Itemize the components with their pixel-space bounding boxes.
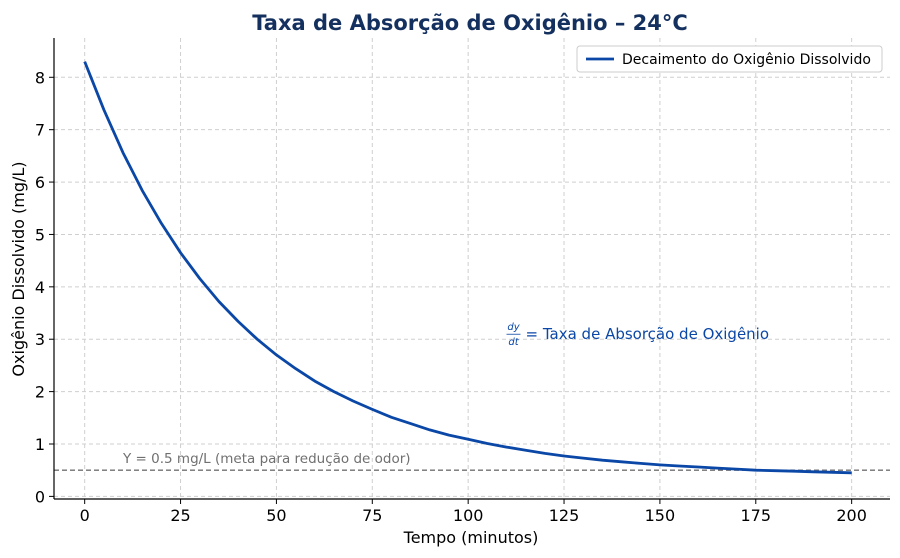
y-axis-label: Oxigênio Dissolvido (mg/L) [9,161,28,376]
legend-label: Decaimento do Oxigênio Dissolvido [622,52,871,68]
y-tick-label: 4 [35,278,45,297]
ticks: 0 25 50 75 100 125 150 175 200 0 1 2 3 4 5 6 7 8 [35,68,867,525]
y-tick-label: 1 [35,435,45,454]
y-tick-label: 6 [35,173,45,192]
x-tick-label: 75 [362,506,382,525]
legend-box [576,45,883,73]
annotation-numerator: dy [507,322,520,333]
x-tick-label: 200 [836,506,867,525]
y-tick-label: 8 [35,68,45,87]
annotation: dy dt = Taxa de Absorção de Oxigênio [506,322,770,348]
reference-line-group: Y = 0.5 mg/L (meta para redução de odor) [54,451,890,471]
y-tick-label: 5 [35,225,45,244]
x-tick-label: 150 [645,506,676,525]
x-tick-label: 125 [549,506,580,525]
chart-title: Taxa de Absorção de Oxigênio – 24°C [252,11,688,35]
y-tick-label: 3 [35,330,45,349]
legend: Decaimento do Oxigênio Dissolvido [576,45,883,73]
grid [54,38,890,499]
axes [53,38,890,500]
y-tick-label: 0 [35,487,45,506]
x-tick-label: 100 [453,506,484,525]
y-tick-label: 7 [35,121,45,140]
reference-line-label: Y = 0.5 mg/L (meta para redução de odor) [122,451,411,467]
x-tick-label: 50 [266,506,286,525]
annotation-text: = Taxa de Absorção de Oxigênio [526,325,770,343]
series-layer [83,61,852,475]
x-tick-label: 25 [170,506,190,525]
annotation-denominator: dt [508,337,519,348]
x-tick-label: 175 [741,506,772,525]
x-tick-label: 0 [80,506,90,525]
series-line [83,61,852,475]
x-axis-label: Tempo (minutos) [403,528,539,547]
y-tick-label: 2 [35,383,45,402]
